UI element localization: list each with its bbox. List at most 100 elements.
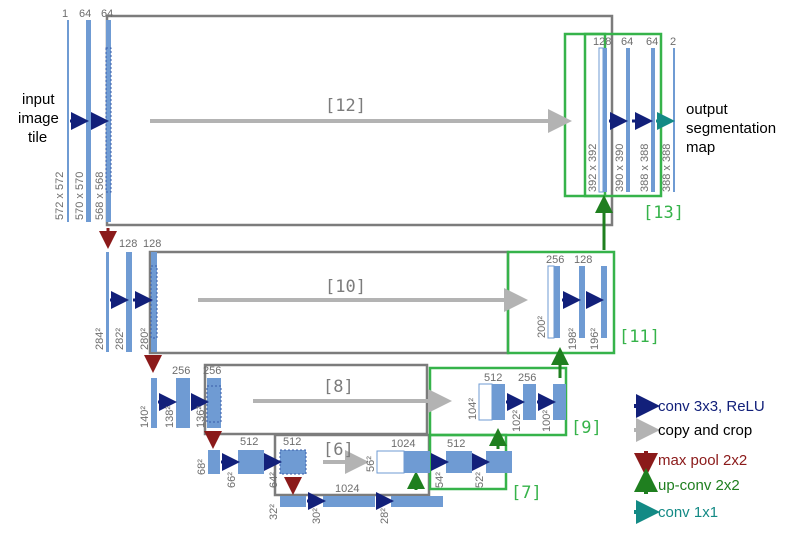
channel-label: 128 bbox=[593, 36, 611, 48]
fmap-56-up bbox=[404, 451, 430, 473]
channel-label: 512 bbox=[447, 438, 465, 450]
channel-label: 64 bbox=[79, 8, 91, 20]
input-label: image bbox=[18, 110, 59, 127]
size-label: 28² bbox=[379, 508, 391, 524]
size-label: 104² bbox=[467, 398, 479, 420]
tag-6: [6] bbox=[323, 440, 354, 460]
fmap-56-copy bbox=[376, 450, 405, 474]
size-label: 280² bbox=[139, 328, 151, 350]
size-label: 392 x 392 bbox=[587, 144, 599, 192]
fmap-280 bbox=[151, 252, 157, 352]
fmap-28 bbox=[391, 496, 443, 507]
fmap-200-copy bbox=[547, 265, 555, 339]
tag-11: [11] bbox=[619, 327, 660, 347]
channel-label: 512 bbox=[484, 372, 502, 384]
channel-label: 256 bbox=[518, 372, 536, 384]
size-label: 568 x 568 bbox=[94, 172, 106, 220]
tag-7: [7] bbox=[511, 483, 542, 503]
output-label: segmentation bbox=[686, 120, 776, 137]
channel-label: 256 bbox=[203, 365, 221, 377]
fmap-136 bbox=[207, 378, 221, 428]
size-label: 388 x 388 bbox=[639, 144, 651, 192]
fmap-54 bbox=[446, 451, 472, 473]
size-label: 68² bbox=[196, 459, 208, 475]
output-label: map bbox=[686, 139, 715, 156]
size-label: 100² bbox=[541, 410, 553, 432]
fmap-30 bbox=[323, 496, 375, 507]
fmap-100 bbox=[553, 384, 566, 420]
fmap-140 bbox=[151, 378, 157, 428]
fmap-284 bbox=[106, 252, 109, 352]
size-label: 196² bbox=[589, 328, 601, 350]
legend-upconv-label: up-conv 2x2 bbox=[658, 477, 740, 494]
fmap-388b bbox=[673, 48, 675, 192]
fmap-32 bbox=[280, 496, 306, 507]
channel-label: 64 bbox=[101, 8, 113, 20]
fmap-64 bbox=[279, 449, 307, 475]
size-label: 52² bbox=[474, 472, 486, 488]
tag-8: [8] bbox=[323, 377, 354, 397]
legend-pool-label: max pool 2x2 bbox=[658, 452, 747, 469]
fmap-392-up bbox=[603, 48, 607, 192]
size-label: 198² bbox=[567, 328, 579, 350]
size-label: 30² bbox=[311, 508, 323, 524]
channel-label: 128 bbox=[143, 238, 161, 250]
fmap-input bbox=[67, 20, 69, 222]
fmap-388a bbox=[651, 48, 655, 192]
channel-label: 2 bbox=[670, 36, 676, 48]
channel-label: 1024 bbox=[391, 438, 415, 450]
channel-label: 256 bbox=[546, 254, 564, 266]
skip-box-10 bbox=[148, 250, 510, 355]
legend-copy-label: copy and crop bbox=[658, 422, 752, 439]
size-label: 282² bbox=[114, 328, 126, 350]
channel-label: 64 bbox=[621, 36, 633, 48]
channel-label: 1024 bbox=[335, 483, 359, 495]
size-label: 284² bbox=[94, 328, 106, 350]
size-label: 140² bbox=[139, 406, 151, 428]
fmap-200-up bbox=[554, 266, 560, 338]
fmap-104-up bbox=[492, 384, 505, 420]
size-label: 54² bbox=[434, 472, 446, 488]
channel-label: 512 bbox=[240, 436, 258, 448]
channel-label: 1 bbox=[62, 8, 68, 20]
fmap-102 bbox=[523, 384, 536, 420]
fmap-52 bbox=[486, 451, 512, 473]
channel-label: 256 bbox=[172, 365, 190, 377]
size-label: 200² bbox=[536, 316, 548, 338]
legend-conv1-label: conv 1x1 bbox=[658, 504, 718, 521]
channel-label: 128 bbox=[574, 254, 592, 266]
fmap-198 bbox=[579, 266, 585, 338]
size-label: 572 x 572 bbox=[54, 172, 66, 220]
size-label: 56² bbox=[365, 456, 377, 472]
fmap-392-copy bbox=[598, 47, 604, 193]
channel-label: 64 bbox=[646, 36, 658, 48]
fmap-138 bbox=[176, 378, 190, 428]
size-label: 388 x 388 bbox=[661, 144, 673, 192]
size-label: 136² bbox=[195, 406, 207, 428]
tag-12: [12] bbox=[325, 96, 366, 116]
legend-conv-label: conv 3x3, ReLU bbox=[658, 398, 765, 415]
fmap-570 bbox=[86, 20, 91, 222]
fmap-68 bbox=[208, 450, 220, 474]
legend: conv 3x3, ReLU copy and crop max pool 2x… bbox=[634, 394, 765, 524]
input-label: input bbox=[22, 91, 55, 108]
size-label: 64² bbox=[268, 472, 280, 488]
fmap-66 bbox=[238, 450, 264, 474]
fmap-282 bbox=[126, 252, 132, 352]
tag-10: [10] bbox=[325, 277, 366, 297]
output-label: output bbox=[686, 101, 729, 118]
channel-label: 128 bbox=[119, 238, 137, 250]
fmap-196 bbox=[601, 266, 607, 338]
input-label: tile bbox=[28, 129, 47, 146]
size-label: 138² bbox=[164, 406, 176, 428]
tag-9: [9] bbox=[571, 418, 602, 438]
size-label: 66² bbox=[226, 472, 238, 488]
size-label: 390 x 390 bbox=[614, 144, 626, 192]
fmap-390 bbox=[626, 48, 630, 192]
fmap-104-copy bbox=[478, 383, 493, 421]
size-label: 570 x 570 bbox=[74, 172, 86, 220]
channel-label: 512 bbox=[283, 436, 301, 448]
size-label: 102² bbox=[511, 410, 523, 432]
size-label: 32² bbox=[268, 504, 280, 520]
